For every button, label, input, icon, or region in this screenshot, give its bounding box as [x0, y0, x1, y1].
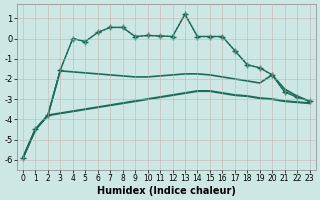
X-axis label: Humidex (Indice chaleur): Humidex (Indice chaleur)	[97, 186, 236, 196]
